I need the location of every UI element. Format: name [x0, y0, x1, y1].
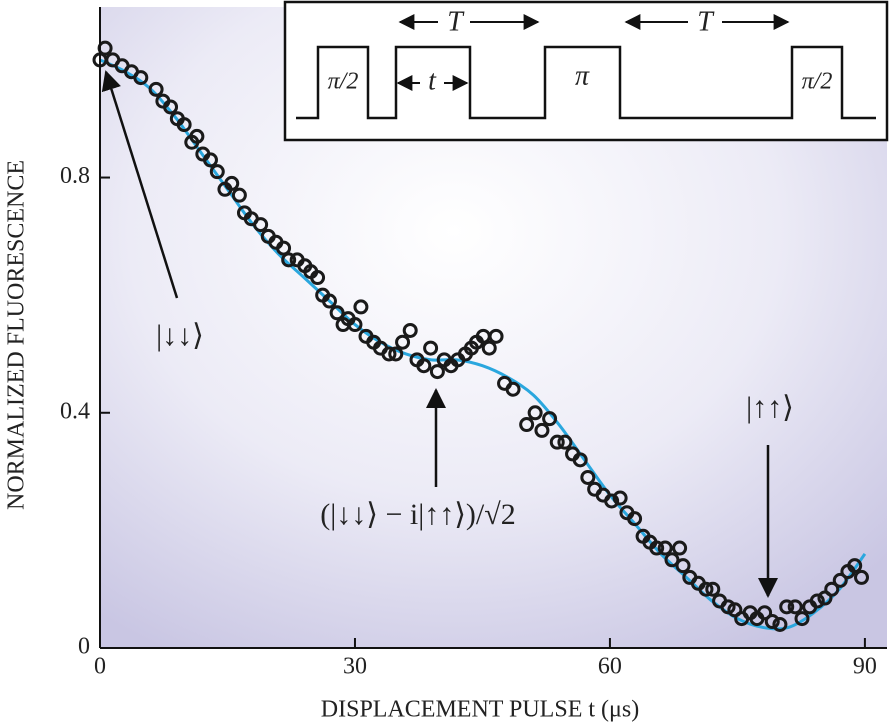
annotation: |↑↑⟩: [746, 391, 794, 424]
y-tick-label: 0: [78, 634, 90, 660]
data-point: [779, 599, 795, 615]
y-axis-label: NORMALIZED FLUORESCENCE: [4, 160, 30, 510]
data-point: [402, 322, 418, 338]
data-point: [664, 552, 680, 568]
data-point: [527, 405, 543, 421]
data-point: [847, 558, 863, 574]
pulse-label: π/2: [328, 69, 359, 95]
data-point: [381, 346, 397, 362]
data-point: [231, 187, 247, 203]
data-point: [429, 364, 445, 380]
data-point: [488, 328, 504, 344]
data-point: [672, 540, 688, 556]
data-point: [329, 305, 345, 321]
data-point: [133, 70, 149, 86]
data-point: [757, 605, 773, 621]
pulse-label: π/2: [802, 69, 833, 95]
data-point: [549, 434, 565, 450]
data-point: [534, 422, 550, 438]
data-point: [649, 540, 665, 556]
data-point: [321, 293, 337, 309]
data-point: [572, 452, 588, 468]
data-point: [705, 581, 721, 597]
data-point: [809, 593, 825, 609]
data-point: [557, 434, 573, 450]
x-tick-label: 30: [343, 654, 367, 680]
data-point: [481, 340, 497, 356]
data-point: [310, 270, 326, 286]
data-point: [772, 616, 788, 632]
data-point: [281, 252, 297, 268]
pulse-sequence: [296, 45, 876, 120]
data-point: [824, 581, 840, 597]
pulse-width-label: t: [428, 65, 437, 96]
x-tick-label: 0: [94, 654, 106, 680]
y-tick-label: 0.8: [60, 163, 90, 189]
data-point: [675, 558, 691, 574]
data-point: [612, 490, 628, 506]
data-point: [854, 569, 870, 585]
data-point: [698, 581, 714, 597]
period-label: T: [697, 6, 715, 37]
pulse-label: π: [575, 60, 590, 91]
data-point: [580, 469, 596, 485]
data-point: [209, 164, 225, 180]
annotation-arrow: [101, 70, 179, 299]
data-point: [832, 572, 848, 588]
data-point: [148, 81, 164, 97]
data-point: [519, 417, 535, 433]
data-point: [542, 411, 558, 427]
data-point: [202, 152, 218, 168]
data-point: [764, 614, 780, 630]
data-point: [276, 240, 292, 256]
data-point: [627, 511, 643, 527]
data-point: [189, 128, 205, 144]
annotation: |↓↓⟩: [156, 319, 204, 352]
data-point: [657, 540, 673, 556]
data-point: [253, 217, 269, 233]
data-point: [163, 99, 179, 115]
x-tick-label: 60: [598, 654, 622, 680]
x-axis-label: DISPLACEMENT PULSE t (μs): [321, 697, 639, 723]
data-point: [176, 117, 192, 133]
data-point: [604, 493, 620, 509]
annotation: (|↓↓⟩ − i|↑↑⟩)/√2: [320, 498, 515, 531]
data-point: [395, 334, 411, 350]
data-point: [224, 175, 240, 191]
x-tick-label: 90: [853, 654, 877, 680]
data-point: [505, 381, 521, 397]
data-point: [347, 317, 363, 333]
data-point: [416, 358, 432, 374]
data-point: [794, 611, 810, 627]
inset: T T t π/2 π π/2: [283, 0, 889, 142]
data-point: [787, 599, 803, 615]
data-point: [353, 299, 369, 315]
y-tick-label: 0.4: [60, 398, 90, 424]
data-point: [423, 340, 439, 356]
period-label: T: [447, 6, 465, 37]
data-point: [388, 346, 404, 362]
